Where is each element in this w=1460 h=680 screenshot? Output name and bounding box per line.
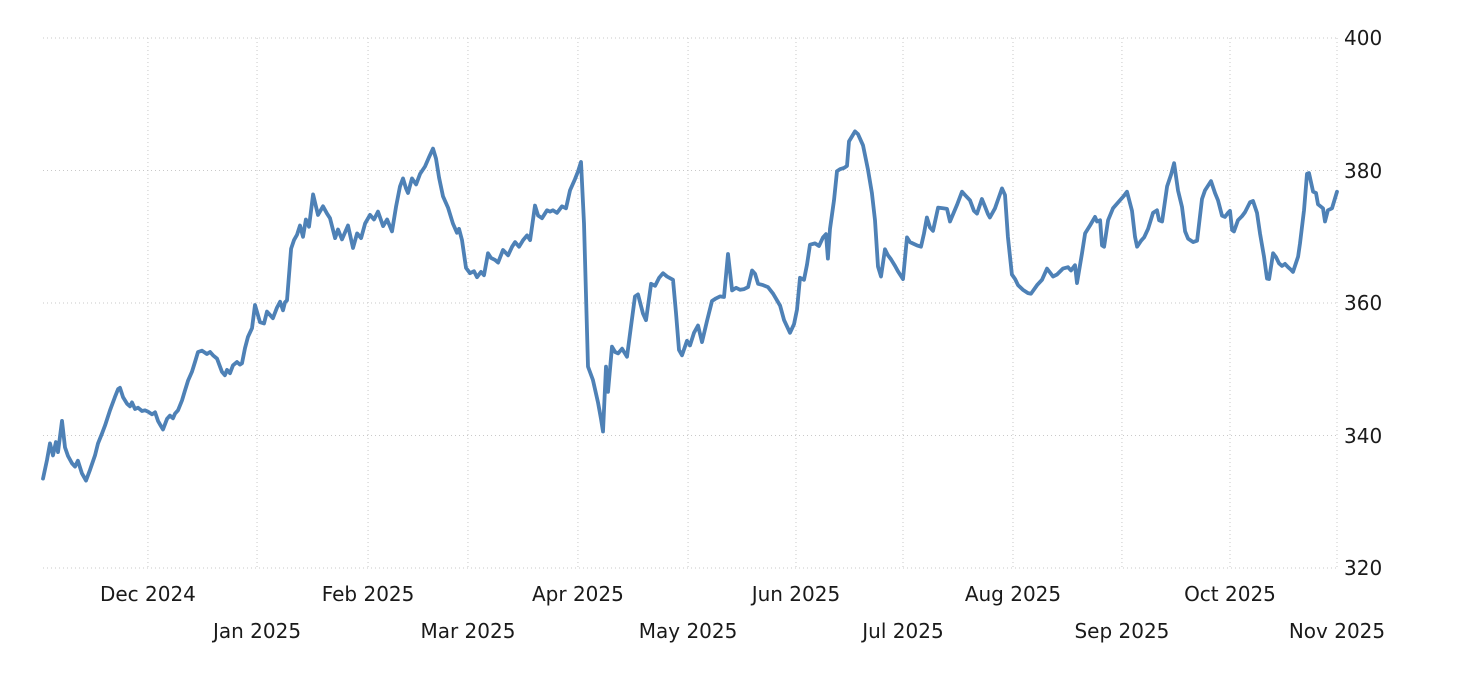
x-axis-tick-label: Jul 2025 (862, 619, 944, 643)
x-axis-tick-label: Feb 2025 (321, 582, 415, 606)
y-axis-tick-label: 340 (1344, 423, 1383, 448)
x-axis-tick-label: Jun 2025 (751, 582, 841, 606)
x-axis-tick-label: Sep 2025 (1074, 619, 1170, 643)
y-axis-tick-label: 360 (1344, 291, 1383, 315)
x-axis-tick-label: Nov 2025 (1288, 619, 1386, 643)
x-axis-tick-label: Apr 2025 (532, 582, 624, 606)
y-axis-tick-label: 380 (1344, 158, 1383, 183)
x-axis-tick-label: Oct 2025 (1184, 582, 1276, 606)
x-axis-tick-label: Dec 2024 (99, 582, 196, 606)
x-axis-tick-label: Mar 2025 (420, 619, 516, 643)
x-axis-tick-label: Jan 2025 (212, 619, 302, 643)
price-series-line (41, 129, 1339, 483)
y-axis-tick-label: 400 (1344, 26, 1383, 50)
x-axis-tick-label: Aug 2025 (964, 582, 1062, 606)
x-axis-tick-label: May 2025 (638, 619, 738, 643)
y-axis-tick-label: 320 (1344, 556, 1383, 580)
